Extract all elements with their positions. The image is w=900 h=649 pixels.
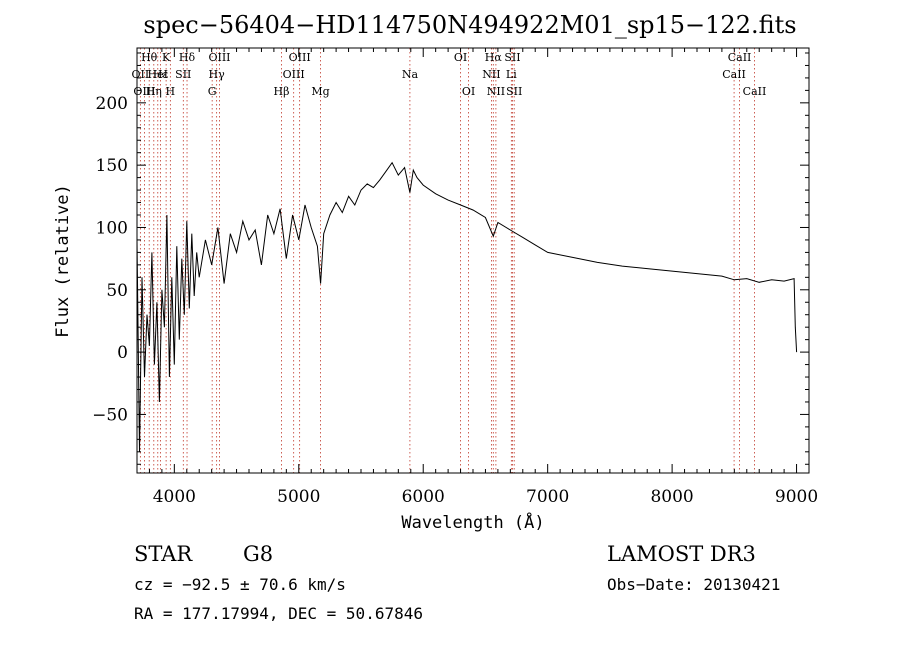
line-label-19: OI xyxy=(462,85,475,98)
line-label-13: OIII xyxy=(289,51,311,64)
plot-frame xyxy=(136,47,810,474)
line-label-17: Na xyxy=(402,68,419,81)
y-tick-label-100: 100 xyxy=(96,218,128,238)
line-label-4: Hη xyxy=(146,85,162,98)
coordinates: RA = 177.17994, DEC = 50.67846 xyxy=(134,604,423,623)
line-label-26: CaII xyxy=(728,51,752,64)
observation-date: Obs−Date: 20130421 xyxy=(607,575,780,594)
spectral-line-markers xyxy=(139,48,755,473)
x-tick-label-5000: 5000 xyxy=(277,487,320,507)
line-label-5: K xyxy=(162,51,171,64)
chart-title: spec−56404−HD114750N494922M01_sp15−122.f… xyxy=(143,11,796,39)
survey-name: LAMOST DR3 xyxy=(607,542,756,566)
line-label-25: SII xyxy=(506,85,522,98)
line-label-1: OII xyxy=(132,68,150,81)
line-label-28: CaII xyxy=(743,85,767,98)
y-tick-label--50: −50 xyxy=(92,405,128,425)
redshift-cz: cz = −92.5 ± 70.6 km/s xyxy=(134,575,346,594)
y-tick-label-150: 150 xyxy=(96,156,128,176)
line-label-2: OIII xyxy=(133,85,155,98)
line-label-16: Mg xyxy=(311,85,329,98)
y-tick-label-50: 50 xyxy=(106,281,128,301)
line-label-0: Hθ xyxy=(141,51,158,64)
object-class: STAR xyxy=(134,542,193,566)
line-label-9: SII xyxy=(175,68,191,81)
line-label-20: Hα xyxy=(485,51,503,64)
line-label-18: OI xyxy=(454,51,467,64)
line-label-21: NII xyxy=(482,68,500,81)
x-axis-ticks: 4000 5000 6000 7000 8000 9000 xyxy=(136,48,818,507)
line-label-12: G xyxy=(208,85,217,98)
line-label-11: Hγ xyxy=(209,68,226,81)
line-label-24: Li xyxy=(506,68,517,81)
line-label-6: HeI xyxy=(148,68,168,81)
y-tick-label-200: 200 xyxy=(96,94,128,114)
line-label-22: NII xyxy=(487,85,505,98)
line-label-7: H xyxy=(166,85,176,98)
object-subclass: G8 xyxy=(243,542,273,566)
y-axis-ticks: −50 0 50 100 150 200 xyxy=(92,52,809,465)
x-tick-label-7000: 7000 xyxy=(526,487,569,507)
spectral-line-labels: Hθ OII OIII Hε Hη K HeI H Hδ SII OIII Hγ G OIII OIII Hβ… xyxy=(132,51,767,98)
line-label-8: Hδ xyxy=(179,51,196,64)
x-tick-label-6000: 6000 xyxy=(402,487,445,507)
spectrum-series-line xyxy=(136,161,798,452)
y-axis-label: Flux (relative) xyxy=(53,184,73,338)
x-axis-label: Wavelength (Å) xyxy=(401,511,544,533)
x-tick-label-4000: 4000 xyxy=(153,487,196,507)
line-label-14: OIII xyxy=(283,68,305,81)
x-tick-label-9000: 9000 xyxy=(775,487,818,507)
line-label-10: OIII xyxy=(208,51,230,64)
line-label-27: CaII xyxy=(722,68,746,81)
line-label-3: Hε xyxy=(153,68,169,81)
line-label-15: Hβ xyxy=(274,85,290,98)
line-label-23: SII xyxy=(504,51,520,64)
y-tick-label-0: 0 xyxy=(117,343,128,363)
x-tick-label-8000: 8000 xyxy=(650,487,693,507)
